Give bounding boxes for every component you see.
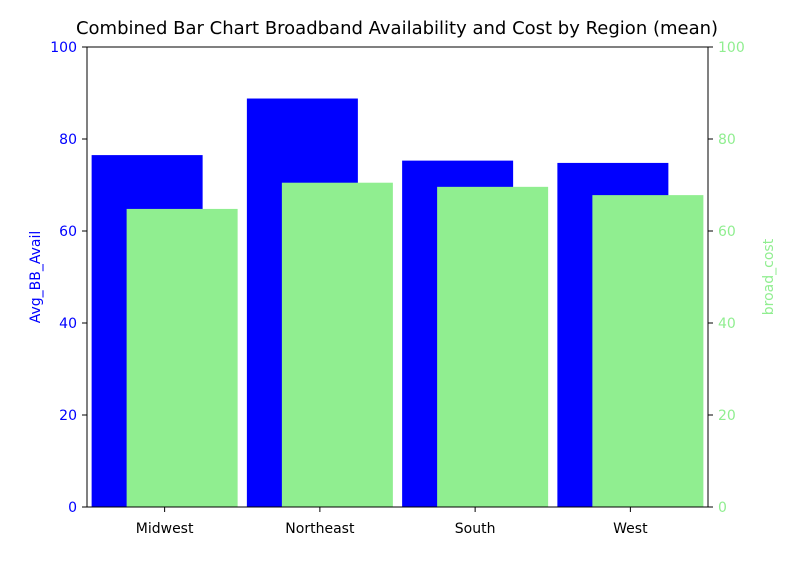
left-tick-label: 20	[59, 408, 77, 424]
right-y-axis-label: broad_cost	[761, 238, 777, 315]
x-tick-label-midwest: Midwest	[136, 521, 194, 537]
right-tick-label: 80	[718, 132, 736, 148]
left-y-ticks: 0 20 40 60 80 100	[50, 40, 87, 516]
bar-broad-cost-northeast	[281, 182, 393, 507]
right-tick-label: 0	[718, 500, 727, 516]
x-tick-label-northeast: Northeast	[285, 521, 355, 537]
left-tick-label: 80	[59, 132, 77, 148]
bar-broad-cost-west	[592, 195, 704, 507]
left-tick-label: 40	[59, 316, 77, 332]
x-ticks: Midwest Northeast South West	[136, 507, 648, 537]
axes	[86, 46, 709, 508]
x-tick-label-west: West	[613, 521, 648, 537]
left-tick-label: 100	[50, 40, 77, 56]
left-y-axis-label: Avg_BB_Avail	[28, 231, 44, 324]
right-tick-label: 40	[718, 316, 736, 332]
right-tick-label: 20	[718, 408, 736, 424]
left-tick-label: 0	[68, 500, 77, 516]
right-tick-label: 100	[718, 40, 745, 56]
x-tick-label-south: South	[455, 521, 496, 537]
cost-bars	[126, 182, 704, 508]
right-y-ticks: 0 20 40 60 80 100	[708, 40, 745, 516]
right-tick-label: 60	[718, 224, 736, 240]
chart-title: Combined Bar Chart Broadband Availabilit…	[76, 18, 718, 39]
bar-broad-cost-midwest	[126, 208, 238, 508]
left-tick-label: 60	[59, 224, 77, 240]
bar-broad-cost-south	[437, 186, 549, 507]
